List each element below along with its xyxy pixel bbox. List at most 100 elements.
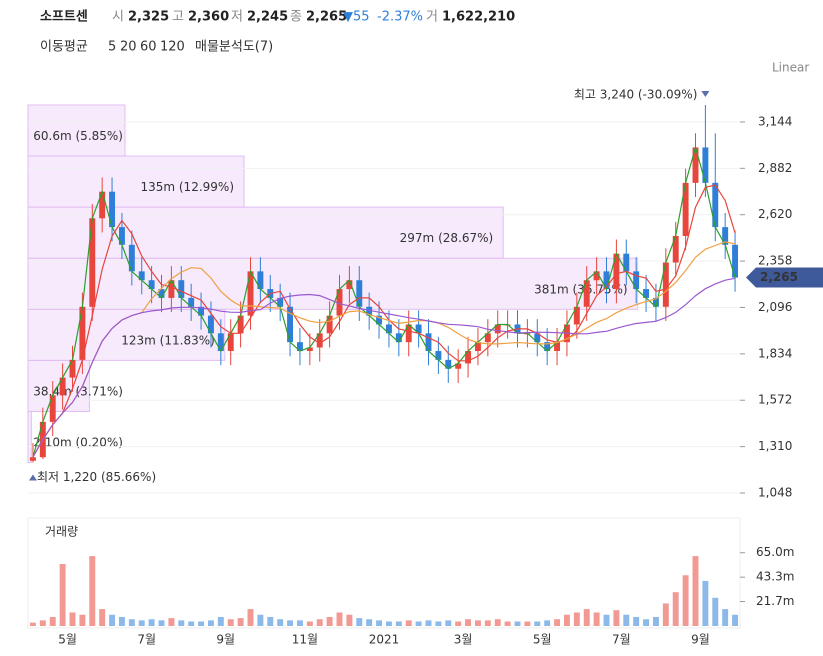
volume-bar	[573, 612, 580, 626]
volume-profile-label: 38.4m (3.71%)	[33, 384, 123, 398]
y-tick-label: 2,358	[758, 254, 792, 268]
y-tick-label: 2,096	[758, 300, 792, 314]
last-price-label: 2,265	[760, 270, 798, 284]
volume-bar	[79, 614, 86, 626]
value: 2,265	[306, 10, 347, 25]
candle-body	[366, 306, 373, 316]
candle-body	[385, 324, 392, 334]
volume-bar	[682, 575, 689, 626]
volume-bar	[524, 621, 531, 626]
volume-bar	[257, 614, 264, 626]
volume-bar	[633, 616, 640, 626]
volume-bar	[544, 620, 551, 626]
volume-bar	[346, 614, 353, 626]
candle-body	[158, 289, 165, 298]
volume-bar	[435, 621, 442, 626]
volume-bar	[99, 609, 106, 626]
candle-body	[465, 351, 472, 364]
volume-bar	[207, 620, 214, 626]
volume-bar	[643, 619, 650, 626]
volume-bar	[138, 620, 145, 626]
volume-bar	[583, 609, 590, 626]
candle-body	[296, 342, 303, 352]
volume-bar	[445, 620, 452, 626]
candle-body	[306, 347, 313, 352]
candle-body	[593, 271, 600, 281]
volume-tick-label: 21.7m	[756, 594, 794, 608]
low-annotation: 최저 1,220 (85.66%)	[37, 470, 156, 484]
label: 저	[231, 10, 243, 25]
volume-bar	[227, 619, 234, 626]
x-tick-label: 9월	[216, 633, 235, 647]
candle-body	[316, 333, 323, 348]
volume-bar	[514, 621, 521, 626]
candle-body	[415, 324, 422, 334]
ma-legend[interactable]: 60	[140, 40, 157, 55]
candle-body	[128, 244, 135, 272]
volume-bar	[336, 612, 343, 626]
volume-bar	[376, 620, 383, 626]
candle-body	[573, 306, 580, 325]
label: 종	[290, 10, 302, 25]
y-tick-label: 1,572	[758, 393, 792, 407]
ma-legend[interactable]: 120	[160, 40, 185, 55]
scale-toggle[interactable]: Linear	[772, 61, 809, 75]
high-annotation: 최고 3,240 (-30.09%)	[574, 87, 698, 101]
candle-body	[247, 271, 254, 316]
candle-body	[672, 235, 679, 263]
candle-body	[277, 297, 284, 307]
volume-bar	[672, 592, 679, 626]
candle-body	[425, 333, 432, 352]
x-tick-label: 7월	[612, 633, 631, 647]
candle-body	[79, 306, 86, 360]
candle-body	[168, 280, 175, 298]
volume-bar	[148, 619, 155, 626]
profile-legend[interactable]: 매물분석도(7)	[195, 40, 273, 55]
volume-bar	[474, 620, 481, 626]
volume-bar	[277, 619, 284, 626]
volume-bar	[168, 618, 175, 626]
ma-legend[interactable]: 20	[120, 40, 137, 55]
volume-bar	[89, 556, 96, 626]
candle-body	[178, 280, 185, 298]
y-tick-label: 1,310	[758, 439, 792, 453]
volume-bar	[158, 620, 165, 626]
candle-body	[583, 280, 590, 307]
y-tick-label: 2,620	[758, 207, 792, 221]
volume-bar	[237, 618, 244, 626]
indicator-label: 이동평균	[40, 40, 88, 55]
volume-bar	[405, 620, 412, 626]
candle-body	[405, 324, 412, 343]
candle-body	[207, 315, 214, 334]
volume-bar	[296, 620, 303, 626]
x-tick-label: 3월	[454, 633, 473, 647]
candle-body	[712, 182, 719, 228]
candle-body	[118, 227, 125, 245]
volume-bar	[69, 612, 76, 626]
candle-body	[217, 333, 224, 352]
volume-bar	[465, 619, 472, 626]
ma-legend[interactable]: 5	[108, 40, 116, 55]
volume-bar	[722, 609, 729, 626]
candle-body	[692, 147, 699, 183]
x-tick-label: 2021	[369, 633, 400, 647]
header: 소프트센 시 2,325 고 2,360 저 2,245 종 2,265 ▼55…	[40, 9, 515, 55]
volume-bar	[267, 616, 274, 626]
change-pct: -2.37%	[377, 10, 423, 25]
change: ▼55	[343, 10, 370, 25]
candle-body	[376, 315, 383, 325]
candle-body	[643, 289, 650, 298]
volume-profile-bar	[27, 104, 126, 157]
value: 2,325	[128, 10, 169, 25]
volume-tick-label: 65.0m	[756, 545, 794, 559]
candle-body	[287, 306, 294, 343]
moving-average	[32, 145, 736, 458]
candle-body	[257, 271, 264, 290]
candle-body	[534, 333, 541, 343]
y-tick-label: 1,048	[758, 486, 792, 500]
value: 1,622,210	[442, 10, 515, 25]
candle-body	[188, 297, 195, 307]
volume-profile-label: 135m (12.99%)	[140, 180, 234, 194]
volume-bar	[623, 614, 630, 626]
